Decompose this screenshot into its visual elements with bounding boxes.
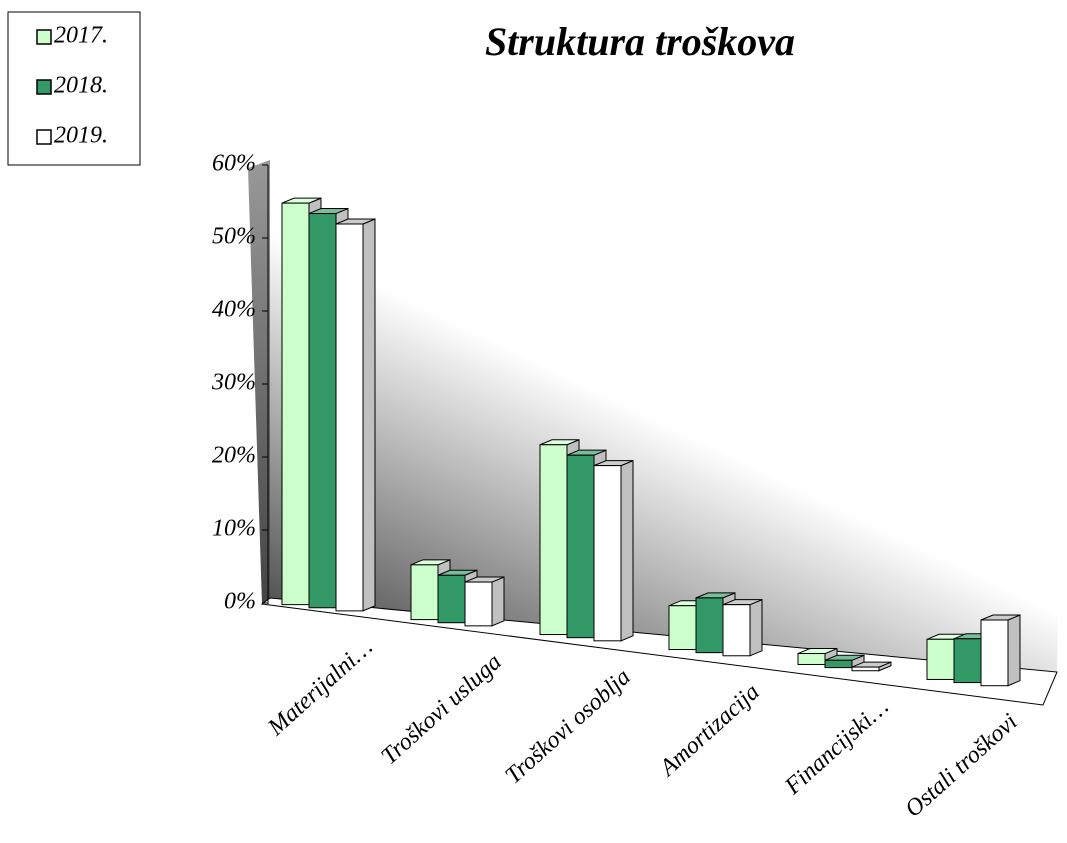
bar (593, 465, 622, 642)
floor (260, 597, 1058, 706)
back-wall (270, 160, 1065, 672)
chart-title: Struktura troškova (485, 19, 795, 64)
y-tick-label: 50% (212, 224, 256, 250)
bar (539, 444, 568, 636)
bar (851, 666, 880, 672)
bar (566, 454, 595, 639)
legend (7, 11, 141, 166)
legend-swatch (36, 79, 52, 95)
bar (953, 638, 982, 684)
legend-swatch (36, 29, 52, 45)
y-tick-label: 20% (212, 443, 256, 469)
y-tick-label: 60% (212, 151, 256, 177)
bar (824, 659, 853, 669)
x-tick-label: Troškovi osoblja (501, 664, 636, 789)
bar (980, 619, 1009, 687)
x-tick-label: Amortizacija (654, 679, 765, 783)
x-tick-label: Financijski… (779, 694, 893, 801)
x-tick-label: Ostali troškovi (900, 709, 1022, 823)
bar (410, 564, 439, 621)
x-tick-label: Materijalni… (262, 634, 377, 741)
y-tick-label: 30% (211, 370, 256, 396)
bar-side (1007, 614, 1021, 687)
bar-side (362, 218, 376, 612)
bar (797, 653, 826, 665)
side-wall (248, 160, 270, 604)
bar (926, 638, 955, 680)
bar-side (491, 576, 505, 627)
bar (437, 574, 466, 624)
y-tick-label: 10% (212, 516, 256, 542)
bar-side (620, 459, 634, 642)
legend-label: 2017. (54, 23, 108, 49)
bar (335, 223, 364, 612)
bar (722, 604, 751, 657)
bar (281, 202, 310, 606)
legend-label: 2018. (54, 73, 108, 99)
bar (464, 581, 493, 627)
y-tick-label: 0% (224, 589, 256, 615)
x-tick-label: Troškovi usluga (376, 649, 506, 770)
legend-swatch (36, 129, 52, 145)
bar-side (749, 598, 763, 657)
bar (668, 605, 697, 651)
bar (695, 597, 724, 654)
bar (308, 213, 337, 609)
legend-label: 2019. (54, 123, 108, 149)
y-tick-label: 40% (212, 297, 256, 323)
